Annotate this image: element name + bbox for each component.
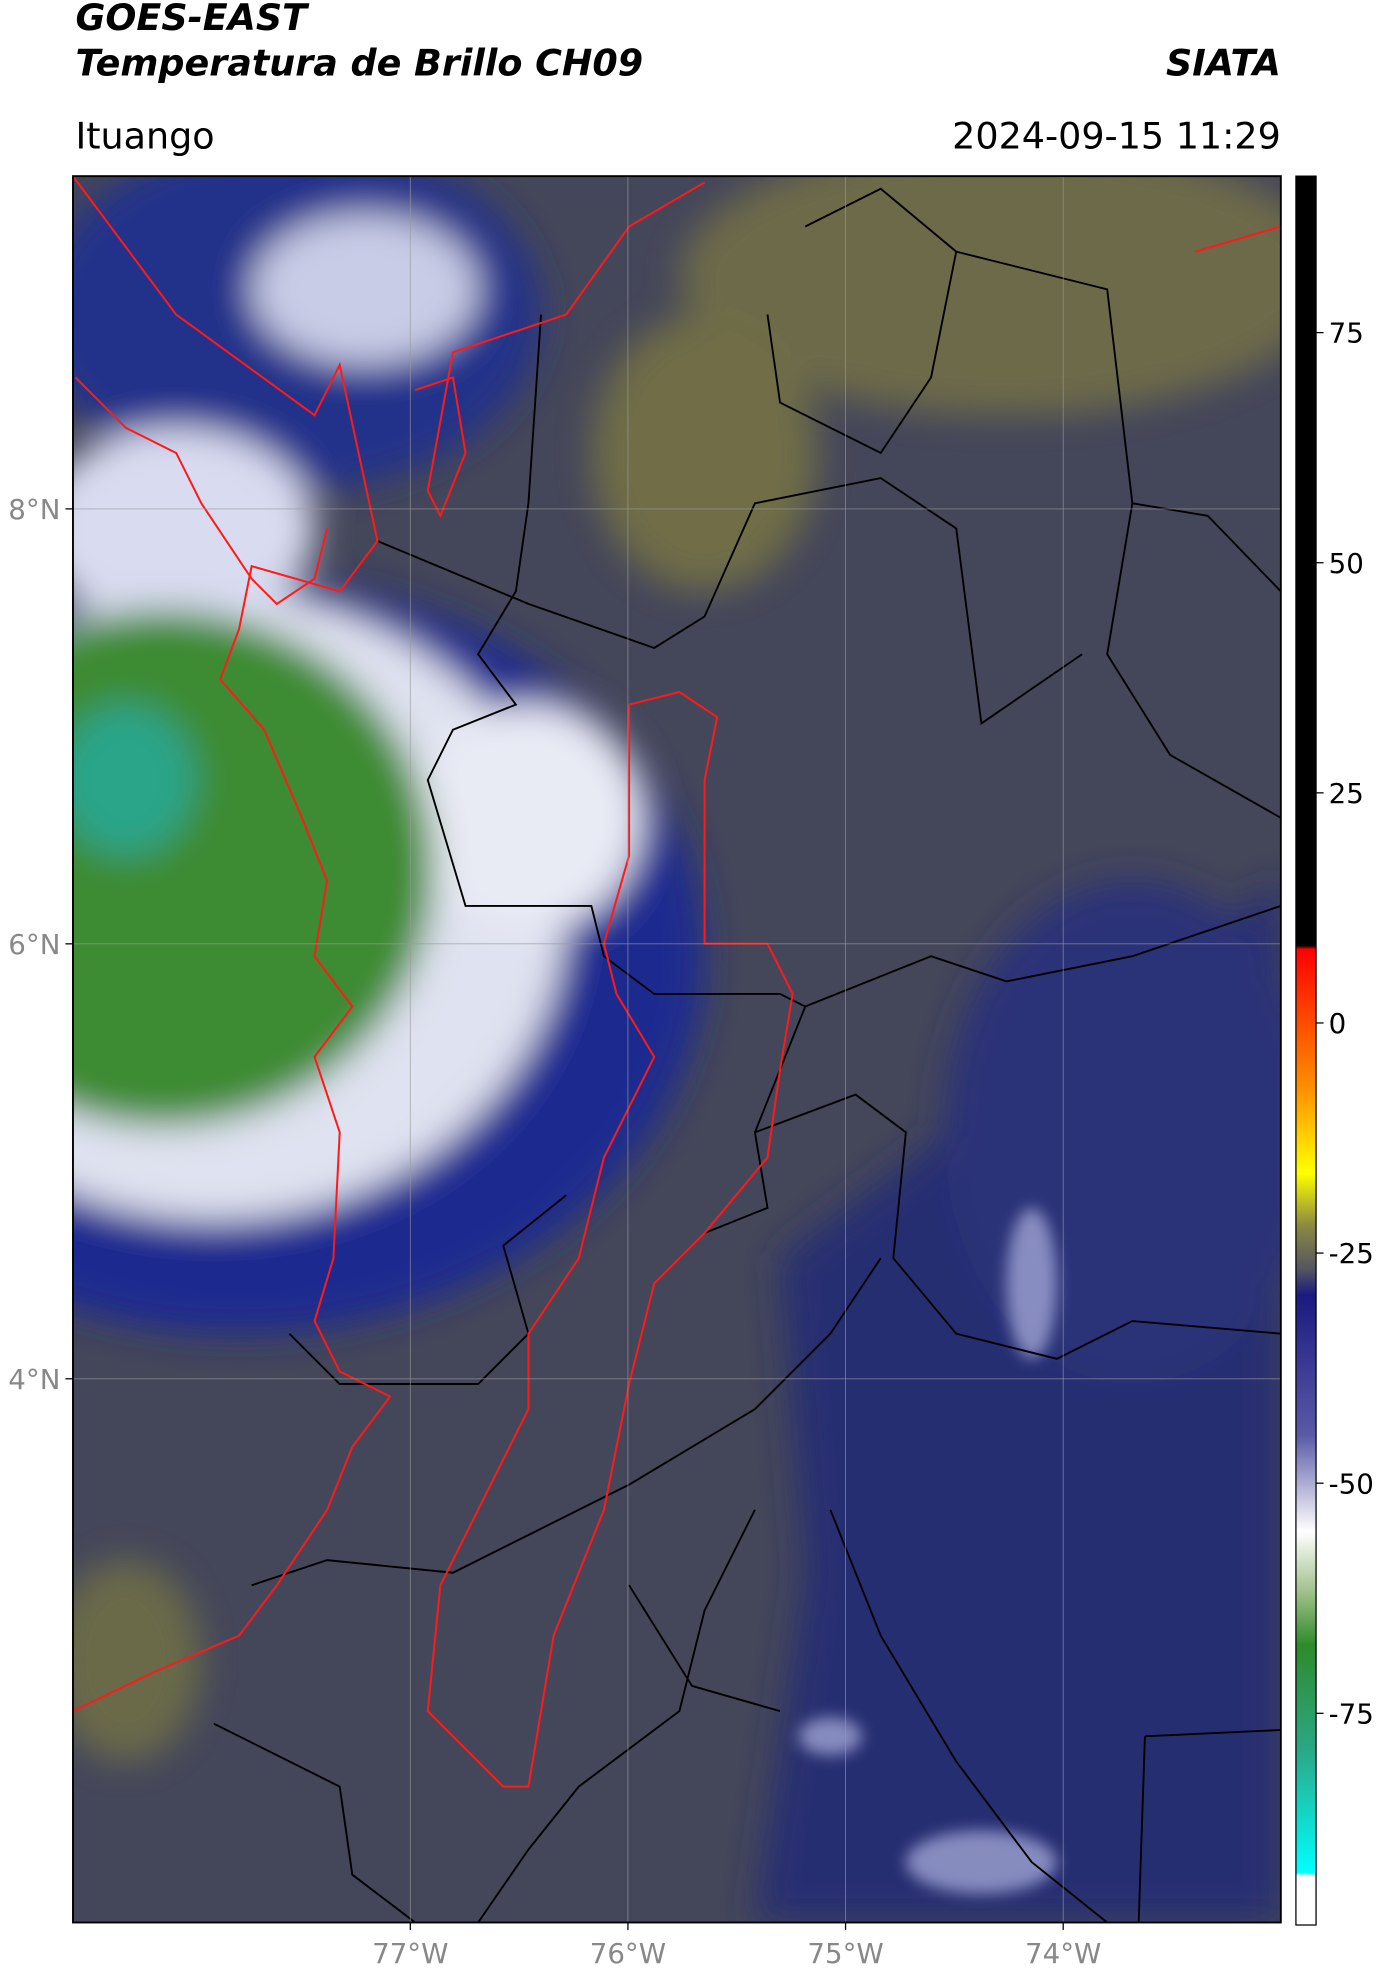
colorbar-tick-label: -50 [1329, 1467, 1374, 1500]
colorbar-tick-label: 75 [1329, 317, 1364, 350]
map-image [72, 176, 1281, 1923]
y-tick-label: 4°N [8, 1363, 60, 1396]
x-tick-label: 74°W [1025, 1937, 1101, 1970]
datetime: 2024-09-15 11:29 [952, 114, 1281, 157]
colorbar-tick-label: 25 [1329, 777, 1364, 810]
y-tick-label: 8°N [8, 493, 60, 526]
map-frame [72, 175, 1282, 1924]
x-tick-label: 76°W [590, 1937, 666, 1970]
grid [72, 176, 1281, 1923]
source: SIATA [1166, 41, 1281, 84]
colorbar-tick-label: -25 [1329, 1237, 1374, 1270]
x-tick-label: 75°W [807, 1937, 883, 1970]
region: Ituango [75, 114, 214, 157]
title: GOES-EAST [75, 0, 310, 39]
y-tick-label: 6°N [8, 928, 60, 961]
subtitle: Temperatura de Brillo CH09 [75, 41, 643, 84]
colorbar-tick-label: -75 [1329, 1697, 1374, 1730]
colorbar-tick-label: 0 [1329, 1007, 1347, 1040]
colorbar-tick-label: 50 [1329, 547, 1364, 580]
colorbar [1295, 175, 1317, 1926]
x-tick-label: 77°W [372, 1937, 448, 1970]
